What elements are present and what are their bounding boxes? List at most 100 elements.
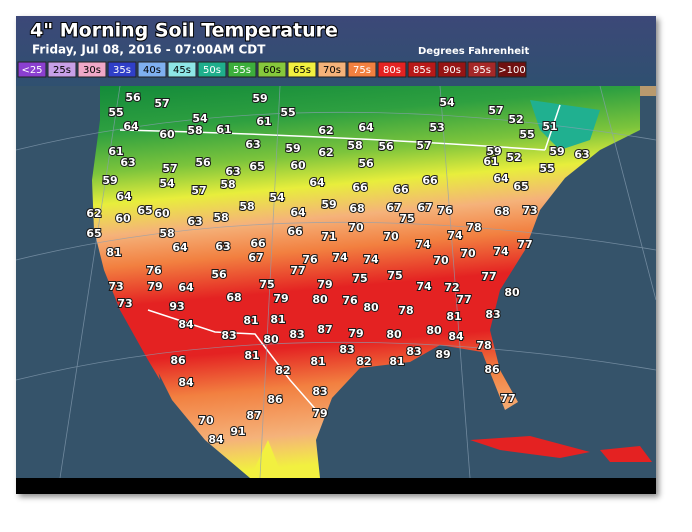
temperature-reading: 79	[147, 280, 162, 293]
temperature-reading: 66	[352, 181, 368, 194]
temperature-reading: 54	[159, 177, 175, 190]
temperature-reading: 58	[159, 227, 174, 240]
temperature-reading: 64	[123, 120, 139, 133]
temperature-reading: 60	[159, 128, 175, 141]
temperature-reading: 62	[86, 207, 101, 220]
temperature-reading: 63	[574, 148, 589, 161]
graticule	[15, 85, 657, 479]
temperature-reading: 58	[187, 124, 202, 137]
temperature-reading: 65	[513, 180, 528, 193]
temperature-reading: 86	[484, 363, 500, 376]
temperature-reading: 80	[312, 293, 328, 306]
legend-label: 65s	[293, 65, 311, 76]
legend-swatch	[257, 61, 287, 78]
temperature-reading: 82	[356, 355, 371, 368]
temperature-reading: 59	[285, 142, 300, 155]
legend-swatch	[77, 61, 107, 78]
temperature-reading: 68	[349, 202, 364, 215]
legend-swatch	[467, 61, 497, 78]
temperature-reading: 83	[312, 385, 327, 398]
legend-swatch	[47, 61, 77, 78]
legend-label: 75s	[353, 65, 371, 76]
temperature-reading: 58	[213, 211, 228, 224]
temperature-reading: 61	[256, 115, 271, 128]
temperature-reading: 79	[348, 327, 363, 340]
temperature-reading: 70	[198, 414, 214, 427]
temperature-reading: 80	[504, 286, 520, 299]
temperature-reading: 81	[243, 314, 258, 327]
temperature-reading: 56	[358, 157, 374, 170]
temperature-reading: 87	[317, 323, 332, 336]
islands	[470, 436, 652, 462]
temperature-reading: 83	[339, 343, 354, 356]
temperature-reading: 80	[426, 324, 442, 337]
temperature-reading: 54	[269, 191, 285, 204]
temperature-reading: 57	[416, 139, 431, 152]
legend-label: 25s	[53, 65, 71, 76]
border-us-mexico	[147, 309, 319, 413]
temperature-reading: 86	[170, 354, 186, 367]
legend-swatch	[497, 61, 527, 78]
temperature-reading: 86	[267, 393, 283, 406]
legend-label: >100	[498, 65, 525, 76]
temperature-reading: 79	[317, 278, 332, 291]
temperature-reading: 61	[483, 155, 498, 168]
temperature-reading: 54	[192, 112, 208, 125]
temperature-reading: 55	[280, 106, 295, 119]
temperature-reading: 81	[446, 310, 461, 323]
temperature-reading: 75	[399, 212, 414, 225]
legend-swatch	[227, 61, 257, 78]
temperature-reading: 84	[178, 376, 194, 389]
temperature-reading: 81	[310, 355, 325, 368]
legend-label: 60s	[263, 65, 281, 76]
temperature-reading: 83	[221, 329, 236, 342]
temperature-reading: 83	[485, 308, 500, 321]
legend-swatch	[317, 61, 347, 78]
temperature-reading: 66	[422, 174, 438, 187]
temperature-reading: 89	[435, 348, 450, 361]
temperature-reading: 62	[318, 124, 333, 137]
temperature-reading: 58	[220, 178, 235, 191]
legend-label: 35s	[113, 65, 131, 76]
subtitle: Friday, Jul 08, 2016 - 07:00AM CDT	[32, 43, 266, 57]
temperature-reading: 60	[290, 159, 306, 172]
temperature-reading: 75	[259, 278, 274, 291]
temperature-reading: 52	[508, 113, 523, 126]
temperature-reading: 60	[154, 207, 170, 220]
temperature-reading: 68	[226, 291, 241, 304]
legend-label: 40s	[143, 65, 161, 76]
land-northeast	[530, 100, 600, 150]
legend-swatch	[167, 61, 197, 78]
temperature-reading: 57	[488, 104, 503, 117]
temperature-reading: 63	[245, 138, 260, 151]
temperature-reading: 56	[211, 268, 227, 281]
temperature-reading: 63	[120, 156, 135, 169]
temperature-reading: 74	[363, 253, 379, 266]
temperature-reading: 81	[106, 246, 121, 259]
temperature-reading: 71	[321, 230, 336, 243]
temperature-reading: 57	[191, 184, 206, 197]
legend-swatch	[137, 61, 167, 78]
temperature-reading: 70	[433, 254, 449, 267]
legend-label: 30s	[83, 65, 101, 76]
legend-label: <25	[21, 65, 42, 76]
temperature-reading: 83	[406, 345, 421, 358]
temperature-reading: 52	[506, 151, 521, 164]
temperature-reading: 79	[312, 407, 327, 420]
temperature-reading: 64	[178, 281, 194, 294]
temperature-reading: 79	[273, 292, 288, 305]
temperature-reading: 64	[172, 241, 188, 254]
land-yellow-south	[250, 440, 285, 478]
legend-swatch	[107, 61, 137, 78]
legend-label: 95s	[473, 65, 491, 76]
temperature-reading: 78	[476, 339, 491, 352]
temperature-reading: 84	[208, 433, 224, 446]
temperature-reading: 77	[500, 392, 515, 405]
temperature-reading: 67	[386, 201, 401, 214]
legend-label: 80s	[383, 65, 401, 76]
legend-label: 45s	[173, 65, 191, 76]
temperature-reading: 73	[522, 204, 537, 217]
temperature-reading: 65	[137, 204, 152, 217]
legend-swatch	[407, 61, 437, 78]
temperature-reading: 75	[352, 272, 367, 285]
